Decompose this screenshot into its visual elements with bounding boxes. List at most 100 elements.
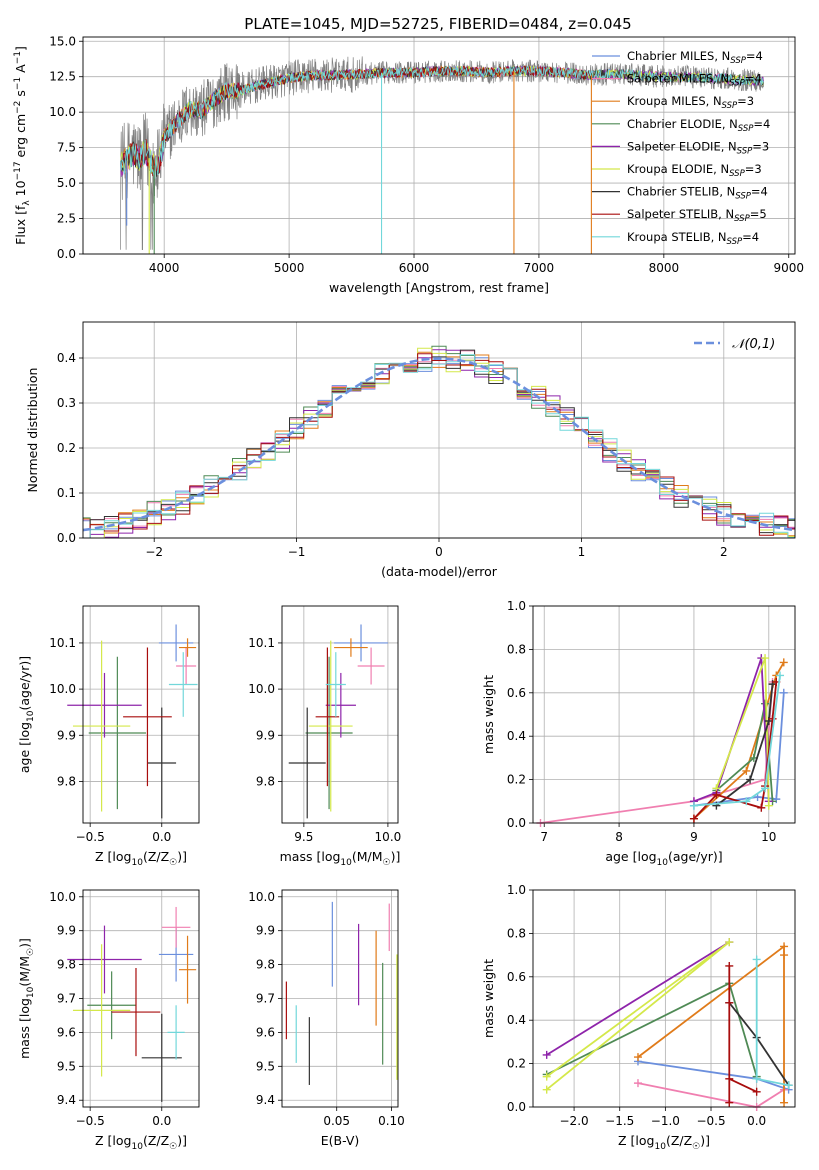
spectrum-ytick-label: 12.5 bbox=[49, 70, 76, 84]
mass_vs_Z-grid bbox=[83, 890, 199, 1107]
spectrum-xlabel: wavelength [Angstrom, rest frame] bbox=[329, 280, 549, 295]
weight-point-marker bbox=[742, 766, 751, 775]
age_vs_mass-ticks: 9.5 10.0 9.8 9.9 10.0 10.1 bbox=[248, 636, 401, 844]
residuals-ylabel: Normed distribution bbox=[25, 368, 40, 493]
residuals-xtick-label: 0 bbox=[435, 545, 443, 559]
residuals-xtick-label: −2 bbox=[145, 545, 163, 559]
errorbar-point bbox=[308, 640, 353, 812]
weight_vs_Z-frame bbox=[532, 889, 796, 1108]
weight-point-marker bbox=[742, 797, 751, 806]
mass_vs_EBV-frame bbox=[281, 889, 399, 1108]
spectrum-ytick-label: 0.0 bbox=[57, 247, 76, 261]
age_vs_mass-frame bbox=[281, 605, 399, 824]
age_vs_Z-xtick-label: 0.0 bbox=[152, 830, 171, 844]
spectrum-ytick-label: 5.0 bbox=[57, 176, 76, 190]
weight-series-line bbox=[715, 684, 774, 807]
weight_vs_Z-ytick-label: 0.8 bbox=[507, 926, 526, 940]
legend-entry: Chabrier MILES, NSSP=4 bbox=[627, 49, 763, 66]
mass_vs_Z-ytick-label: 9.9 bbox=[57, 924, 76, 938]
mass_vs_EBV-grid bbox=[282, 890, 398, 1107]
errorbar-point bbox=[305, 656, 353, 810]
weight_vs_Z-ytick-label: 0.0 bbox=[507, 1100, 526, 1114]
mass_vs_Z-ytick-label: 9.7 bbox=[57, 992, 76, 1006]
errorbar-point bbox=[141, 1013, 182, 1102]
age_vs_Z-ticks: −0.5 0.0 9.8 9.9 10.0 10.1 bbox=[49, 636, 171, 844]
weight_vs_age-ytick-label: 1.0 bbox=[507, 599, 526, 613]
weight_vs_age-xlabel: age [log10(age/yr)] bbox=[605, 849, 722, 868]
errorbar-point bbox=[167, 1005, 185, 1060]
mass_vs_EBV-ytick-label: 9.7 bbox=[256, 992, 275, 1006]
weight-point-marker bbox=[752, 955, 761, 964]
weight-point-marker bbox=[633, 1053, 642, 1062]
weight_vs_age-ytick-label: 0.8 bbox=[507, 642, 526, 656]
spectrum-ytick-label: 7.5 bbox=[57, 141, 76, 155]
mass_vs_Z-ytick-label: 9.5 bbox=[57, 1059, 76, 1073]
age_vs_Z-frame bbox=[82, 605, 200, 824]
weight-point-marker bbox=[780, 1098, 789, 1107]
residuals-xlabel: (data-model)/error bbox=[381, 564, 498, 579]
spectrum-xtick-label: 4000 bbox=[149, 261, 180, 275]
figure-title: PLATE=1045, MJD=52725, FIBERID=0484, z=0… bbox=[244, 15, 631, 33]
weight_vs_Z-xlabel: Z [log10(Z/Z☉)] bbox=[618, 1133, 710, 1152]
mass_vs_EBV-xtick-label: 0.05 bbox=[323, 1114, 350, 1128]
spectrum-ytick-label: 2.5 bbox=[57, 212, 76, 226]
residuals-frame bbox=[82, 321, 796, 539]
mass_vs_Z-xtick-label: 0.0 bbox=[152, 1114, 171, 1128]
spectrum-ticks: 4000 5000 6000 7000 8000 9000 0.0 2.5 5.0 7.5 10.0… bbox=[49, 34, 804, 275]
weight-point-marker bbox=[725, 1098, 734, 1107]
legend-entry: Salpeter ELODIE, NSSP=3 bbox=[627, 139, 769, 156]
weight_vs_Z-ytick-label: 0.4 bbox=[507, 1013, 526, 1027]
residuals-xtick-label: −1 bbox=[288, 545, 306, 559]
errorbar-point bbox=[87, 971, 136, 1040]
weight-series-line bbox=[728, 1002, 790, 1086]
weight_vs_age-ytick-label: 0.6 bbox=[507, 686, 526, 700]
errorbar-point bbox=[168, 652, 198, 717]
weight-point-marker bbox=[725, 998, 734, 1007]
spectrum-frame bbox=[82, 36, 796, 255]
weight-vs-metallicity-panel: −2.0 −1.5 −1.0 −0.5 0.0 0.0 0.2 0.4 0.6 0.8 1.0 Z [… bbox=[481, 883, 796, 1152]
weight-point-marker bbox=[761, 699, 770, 708]
legend-entry: Chabrier ELODIE, NSSP=4 bbox=[627, 117, 770, 134]
mass_vs_Z-ytick-label: 9.8 bbox=[57, 958, 76, 972]
weight-point-marker bbox=[689, 801, 698, 810]
weight-point-marker bbox=[757, 803, 766, 812]
weight-point-marker bbox=[689, 814, 698, 823]
errorbar-point bbox=[111, 967, 161, 1057]
age_vs_mass-ytick-label: 10.0 bbox=[248, 682, 275, 696]
errorbar-point bbox=[72, 944, 131, 1077]
weight_vs_age-xtick-label: 10 bbox=[761, 830, 776, 844]
age_vs_mass-ytick-label: 9.9 bbox=[256, 728, 275, 742]
mass_vs_EBV-xtick-label: 0.10 bbox=[378, 1114, 405, 1128]
legend-entry: Kroupa ELODIE, NSSP=3 bbox=[627, 162, 762, 179]
age_vs_Z-ylabel: age [log10(age/yr)] bbox=[17, 656, 36, 773]
errorbar-point bbox=[288, 707, 326, 819]
errorbar-point bbox=[334, 624, 388, 662]
mass_vs_Z-ytick-label: 9.6 bbox=[57, 1025, 76, 1039]
age_vs_Z-xlabel: Z [log10(Z/Z☉)] bbox=[95, 849, 187, 868]
mass-vs-metallicity-panel: −0.5 0.0 9.4 9.5 9.6 9.7 9.8 9.9 10.0 Z [log10(Z/… bbox=[17, 889, 200, 1152]
weight_vs_age-xtick-label: 8 bbox=[615, 830, 623, 844]
weight-point-marker bbox=[784, 1081, 793, 1090]
mass_vs_EBV-ticks: 0.05 0.10 9.4 9.5 9.6 9.7 9.8 9.9 10.0 bbox=[248, 890, 405, 1128]
weight-point-marker bbox=[725, 961, 734, 970]
spectrum-panel: 4000 5000 6000 7000 8000 9000 0.0 2.5 5.0 7.5 10.0… bbox=[13, 34, 804, 295]
weight-point-marker bbox=[761, 654, 770, 663]
normal-curve bbox=[83, 357, 795, 532]
weight-vs-age-panel: 7 8 9 10 0.0 0.2 0.4 0.6 0.8 1.0 age [log10(age/yr… bbox=[481, 599, 796, 868]
weight_vs_age-frame bbox=[532, 605, 796, 824]
age_vs_Z-ytick-label: 10.1 bbox=[49, 636, 76, 650]
residual-histogram-steps bbox=[83, 351, 795, 537]
residual-histogram-panel: −2 −1 0 1 2 0.0 0.1 0.2 0.3 0.4 (data-model)/error… bbox=[25, 321, 796, 579]
weight-point-marker bbox=[712, 790, 721, 799]
weight_vs_Z-xtick-label: −2.0 bbox=[560, 1114, 589, 1128]
weight_vs_age-xtick-label: 7 bbox=[540, 830, 548, 844]
age_vs_Z-ytick-label: 9.8 bbox=[57, 774, 76, 788]
spectrum-xtick-label: 8000 bbox=[649, 261, 680, 275]
spectrum-legend: Chabrier MILES, NSSP=4 Salpeter MILES, NS… bbox=[592, 49, 770, 247]
residual-histogram-steps bbox=[83, 349, 795, 538]
weight-series-line bbox=[693, 675, 781, 807]
age_vs_Z-xtick-label: −0.5 bbox=[76, 830, 105, 844]
age-vs-metallicity-panel: −0.5 0.0 9.8 9.9 10.0 10.1 Z [log10(Z/Z☉)] age … bbox=[17, 605, 200, 868]
weight-point-marker bbox=[542, 1085, 551, 1094]
weight-series-line bbox=[693, 692, 785, 807]
